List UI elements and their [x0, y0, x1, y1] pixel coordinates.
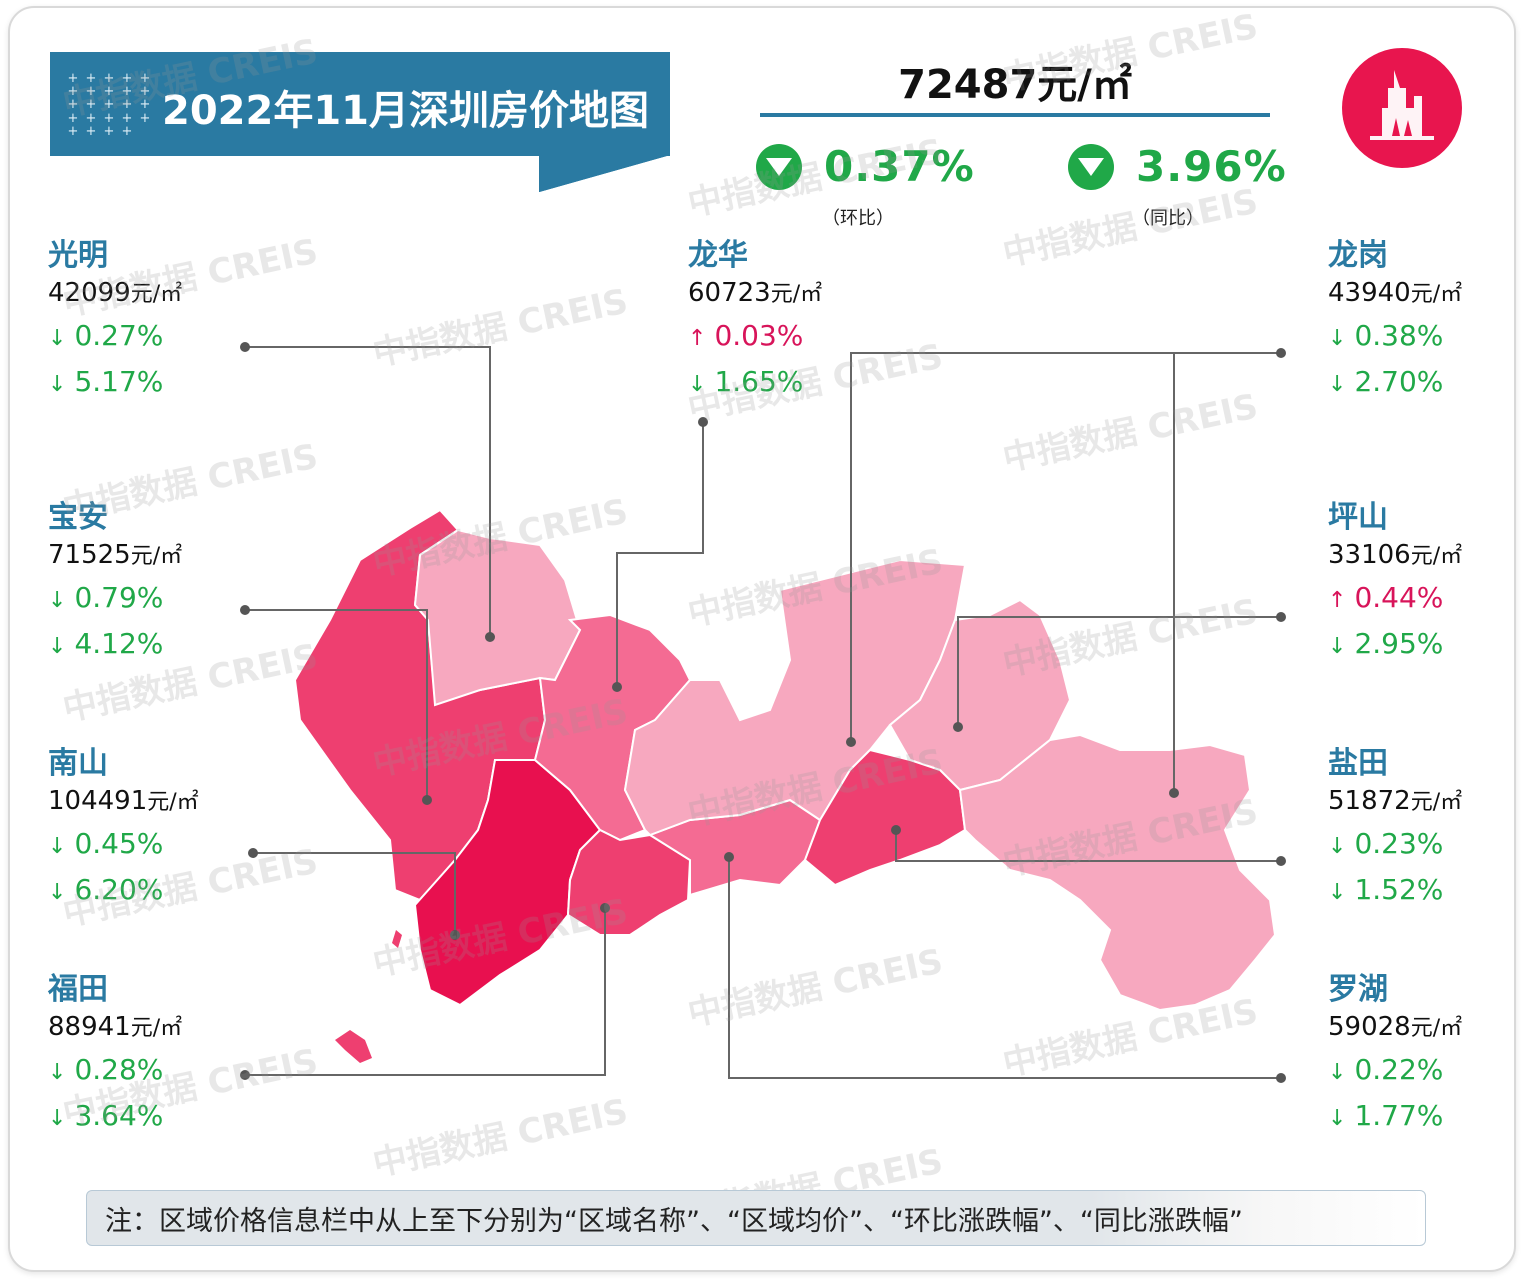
district-mom: ↓ 0.28%	[48, 1053, 164, 1086]
infographic-frame	[8, 6, 1516, 1272]
district-info-baoan: 宝安 71525元/㎡ ↓ 0.79% ↓ 4.12%	[48, 500, 182, 668]
average-price: 72487元/㎡	[898, 62, 1132, 108]
district-info-pingshan: 坪山 33106元/㎡ ↑ 0.44% ↓ 2.95%	[1328, 500, 1462, 668]
down-triangle-icon	[1068, 143, 1114, 190]
district-info-futian: 福田 88941元/㎡ ↓ 0.28% ↓ 3.64%	[48, 972, 182, 1140]
dot-grid-icon: + + + + + + + + + + + + + + + + + + + + + + + +	[67, 71, 151, 139]
district-mom: ↓ 0.23%	[1328, 827, 1444, 860]
connector-guangming	[245, 346, 491, 637]
district-name: 宝安	[48, 500, 108, 535]
connector-nanshan	[253, 852, 456, 935]
district-yoy: ↓ 4.12%	[48, 627, 164, 660]
district-mom: ↑ 0.03%	[688, 319, 804, 352]
island-lingding	[335, 1030, 372, 1063]
district-region-east	[958, 733, 1277, 1012]
district-info-longhua: 龙华 60723元/㎡ ↑ 0.03% ↓ 1.65%	[688, 238, 822, 406]
district-info-longgang: 龙岗 43940元/㎡ ↓ 0.38% ↓ 2.70%	[1328, 238, 1462, 406]
district-name: 坪山	[1328, 500, 1388, 535]
mom-caption: （环比）	[822, 208, 894, 229]
district-price: 33106元/㎡	[1328, 540, 1463, 570]
district-price: 60723元/㎡	[688, 278, 823, 308]
district-mom: ↓ 0.45%	[48, 827, 164, 860]
mom-change: 0.37%	[756, 142, 975, 191]
district-yoy: ↓ 6.20%	[48, 873, 164, 906]
district-name: 光明	[48, 238, 108, 273]
district-info-nanshan: 南山 104491元/㎡ ↓ 0.45% ↓ 6.20%	[48, 746, 199, 914]
connector-luohu	[728, 857, 1281, 1079]
average-divider	[760, 113, 1270, 117]
yoy-change: 3.96%	[1068, 142, 1287, 191]
district-region-futian	[566, 828, 692, 936]
district-mom: ↓ 0.27%	[48, 319, 164, 352]
district-price: 51872元/㎡	[1328, 786, 1463, 816]
district-mom: ↓ 0.38%	[1328, 319, 1444, 352]
district-name: 罗湖	[1328, 972, 1388, 1007]
connector-yantian	[895, 830, 1281, 862]
district-info-guangming: 光明 42099元/㎡ ↓ 0.27% ↓ 5.17%	[48, 238, 182, 406]
district-yoy: ↓ 2.70%	[1328, 365, 1444, 398]
district-info-luohu: 罗湖 59028元/㎡ ↓ 0.22% ↓ 1.77%	[1328, 972, 1462, 1140]
district-name: 南山	[48, 746, 108, 781]
district-yoy: ↓ 1.77%	[1328, 1099, 1444, 1132]
connector-longgang	[850, 352, 1281, 742]
district-info-yantian: 盐田 51872元/㎡ ↓ 0.23% ↓ 1.52%	[1328, 746, 1462, 914]
district-yoy: ↓ 3.64%	[48, 1099, 164, 1132]
district-name: 龙华	[688, 238, 748, 273]
district-name: 盐田	[1328, 746, 1388, 781]
district-name: 福田	[48, 972, 108, 1007]
mom-percent: 0.37%	[824, 142, 975, 191]
district-price: 42099元/㎡	[48, 278, 183, 308]
district-yoy: ↓ 1.65%	[688, 365, 804, 398]
district-price: 43940元/㎡	[1328, 278, 1463, 308]
footnote-text: 注：区域价格信息栏中从上至下分别为“区域名称”、“区域均价”、“环比涨跌幅”、“…	[105, 1205, 1243, 1237]
city-skyline-logo-icon	[1342, 48, 1462, 168]
connector-longhua	[616, 422, 704, 687]
down-triangle-icon	[756, 143, 802, 190]
connector-futian	[245, 908, 606, 1076]
district-mom: ↑ 0.44%	[1328, 581, 1444, 614]
district-yoy: ↓ 5.17%	[48, 365, 164, 398]
district-yoy: ↓ 2.95%	[1328, 627, 1444, 660]
district-price: 88941元/㎡	[48, 1012, 183, 1042]
connector-baoan	[245, 609, 428, 800]
yoy-caption: （同比）	[1132, 208, 1204, 229]
district-price: 59028元/㎡	[1328, 1012, 1463, 1042]
page-title: 2022年11月深圳房价地图	[162, 88, 649, 134]
district-price: 71525元/㎡	[48, 540, 183, 570]
island-small	[392, 930, 402, 948]
district-mom: ↓ 0.79%	[48, 581, 164, 614]
district-mom: ↓ 0.22%	[1328, 1053, 1444, 1086]
yoy-percent: 3.96%	[1136, 142, 1287, 191]
district-yoy: ↓ 1.52%	[1328, 873, 1444, 906]
district-price: 104491元/㎡	[48, 786, 199, 816]
title-banner-tail	[539, 155, 670, 192]
footnote: 注：区域价格信息栏中从上至下分别为“区域名称”、“区域均价”、“环比涨跌幅”、“…	[86, 1190, 1426, 1246]
title-banner	[50, 52, 670, 156]
district-name: 龙岗	[1328, 238, 1388, 273]
